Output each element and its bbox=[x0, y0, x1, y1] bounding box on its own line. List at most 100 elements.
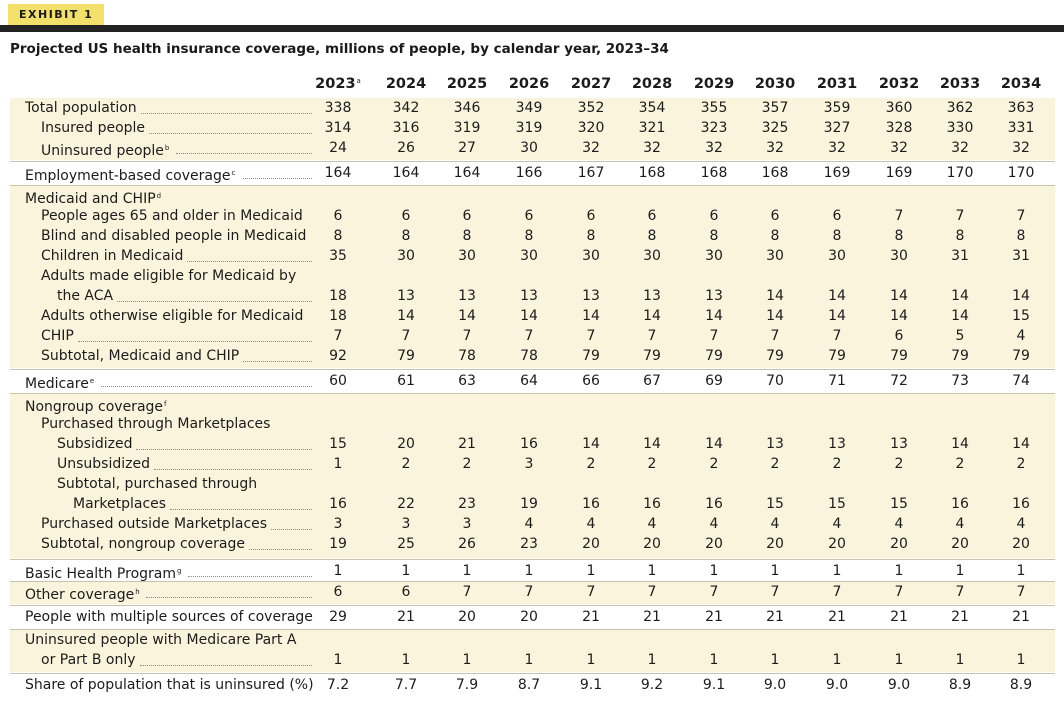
cell-2028: 7 bbox=[647, 328, 657, 344]
cell-2032: 9.0 bbox=[887, 677, 911, 693]
cell-2023: 6 bbox=[333, 584, 343, 600]
table-row: Unsubsidized 1 2 2 3 2 2 2 2 2 2 2 2 bbox=[0, 454, 1064, 474]
table-row: Subsidized 15 20 21 16 14 14 14 13 13 13 14 14 bbox=[0, 434, 1064, 454]
row-label: CHIP bbox=[41, 328, 74, 344]
row-label: People ages 65 and older in Medicaid bbox=[41, 208, 303, 224]
cell-2025: 3 bbox=[462, 516, 472, 532]
cell-2030: 2 bbox=[770, 456, 780, 472]
cell-2026: 30 bbox=[520, 140, 538, 156]
row-label: Subtotal, Medicaid and CHIP bbox=[41, 348, 240, 364]
year-header-2026: 2026 bbox=[499, 76, 559, 92]
table-row: People ages 65 and older in Medicaid 6 6 6 6… bbox=[0, 206, 1064, 226]
cell-2027: 14 bbox=[582, 308, 600, 324]
cell-2028: 2 bbox=[647, 456, 657, 472]
cell-2031: 71 bbox=[828, 373, 846, 389]
cell-2034: 16 bbox=[1012, 496, 1030, 512]
cell-2025: 7 bbox=[462, 584, 472, 600]
cell-2023: 7 bbox=[333, 328, 343, 344]
row-label: Purchased through Marketplaces bbox=[41, 416, 271, 432]
cell-2030: 357 bbox=[761, 100, 789, 116]
cell-2023: 15 bbox=[329, 436, 347, 452]
cell-2034: 170 bbox=[1007, 165, 1035, 181]
row-label: Total population bbox=[25, 100, 137, 116]
cell-2027: 30 bbox=[582, 248, 600, 264]
group-divider bbox=[10, 559, 1055, 560]
cell-2023: 29 bbox=[329, 609, 347, 625]
table-row: Insured people 314 316 319 319 320 321 323 325 32… bbox=[0, 118, 1064, 138]
cell-2033: 8.9 bbox=[948, 677, 972, 693]
cell-2027: 32 bbox=[582, 140, 600, 156]
leader-dots bbox=[271, 529, 312, 530]
cell-2027: 7 bbox=[586, 584, 596, 600]
cell-2029: 323 bbox=[700, 120, 728, 136]
cell-2028: 20 bbox=[643, 536, 661, 552]
year-header-2028: 2028 bbox=[622, 76, 682, 92]
cell-2028: 30 bbox=[643, 248, 661, 264]
row-label: Uninsured peopleb bbox=[41, 143, 170, 159]
cell-2033: 362 bbox=[946, 100, 974, 116]
cell-2024: 21 bbox=[397, 609, 415, 625]
cell-2030: 21 bbox=[766, 609, 784, 625]
cell-2032: 1 bbox=[894, 652, 904, 668]
year-header-2030: 2030 bbox=[745, 76, 805, 92]
cell-2029: 168 bbox=[700, 165, 728, 181]
table-caption: Projected US health insurance coverage, … bbox=[10, 41, 669, 57]
cell-2032: 6 bbox=[894, 328, 904, 344]
cell-2028: 9.2 bbox=[640, 677, 664, 693]
group-divider bbox=[10, 581, 1055, 582]
leader-dots bbox=[141, 113, 312, 114]
cell-2023: 164 bbox=[324, 165, 352, 181]
year-label: 2031 bbox=[816, 76, 858, 92]
cell-2029: 4 bbox=[709, 516, 719, 532]
year-label: 2034 bbox=[1000, 76, 1042, 92]
cell-2029: 14 bbox=[705, 308, 723, 324]
cell-2024: 30 bbox=[397, 248, 415, 264]
year-header-2031: 2031 bbox=[807, 76, 867, 92]
cell-2023: 18 bbox=[329, 288, 347, 304]
cell-2028: 21 bbox=[643, 609, 661, 625]
cell-2032: 14 bbox=[890, 288, 908, 304]
year-header-row: 2023a 2024 2025 2026 2027 2028 2029 2030 2031 203… bbox=[0, 76, 1064, 96]
cell-2025: 21 bbox=[458, 436, 476, 452]
cell-2027: 2 bbox=[586, 456, 596, 472]
leader-dots bbox=[249, 549, 312, 550]
row-label: Basic Health Programg bbox=[25, 566, 182, 582]
cell-2030: 20 bbox=[766, 536, 784, 552]
cell-2034: 20 bbox=[1012, 536, 1030, 552]
cell-2026: 8 bbox=[524, 228, 534, 244]
cell-2025: 27 bbox=[458, 140, 476, 156]
year-header-2033: 2033 bbox=[930, 76, 990, 92]
cell-2033: 16 bbox=[951, 496, 969, 512]
cell-2029: 20 bbox=[705, 536, 723, 552]
cell-2028: 16 bbox=[643, 496, 661, 512]
cell-2025: 14 bbox=[458, 308, 476, 324]
year-label: 2024 bbox=[385, 76, 427, 92]
group-divider bbox=[10, 369, 1055, 370]
cell-2026: 349 bbox=[515, 100, 543, 116]
cell-2030: 7 bbox=[770, 584, 780, 600]
cell-2030: 15 bbox=[766, 496, 784, 512]
row-group-band bbox=[10, 582, 1055, 604]
row-label: Uninsured people with Medicare Part A bbox=[25, 632, 297, 648]
cell-2024: 342 bbox=[392, 100, 420, 116]
year-header-2025: 2025 bbox=[437, 76, 497, 92]
year-header-2034: 2034 bbox=[991, 76, 1051, 92]
cell-2023: 3 bbox=[333, 516, 343, 532]
cell-2033: 7 bbox=[955, 584, 965, 600]
table-row: Uninsured peopleb 24 26 27 30 32 32 32 32 32 32 32 3… bbox=[0, 138, 1064, 159]
group-divider bbox=[10, 185, 1055, 186]
row-label: Purchased outside Marketplaces bbox=[41, 516, 268, 532]
cell-2033: 2 bbox=[955, 456, 965, 472]
table-row: Subtotal, purchased through bbox=[0, 474, 1064, 494]
cell-2025: 2 bbox=[462, 456, 472, 472]
cell-2027: 352 bbox=[577, 100, 605, 116]
cell-2023: 35 bbox=[329, 248, 347, 264]
cell-2026: 7 bbox=[524, 584, 534, 600]
year-header-2027: 2027 bbox=[561, 76, 621, 92]
row-label: Subtotal, nongroup coverage bbox=[41, 536, 245, 552]
cell-2023: 6 bbox=[333, 208, 343, 224]
cell-2026: 319 bbox=[515, 120, 543, 136]
cell-2032: 30 bbox=[890, 248, 908, 264]
cell-2029: 21 bbox=[705, 609, 723, 625]
footnote-marker: e bbox=[89, 377, 95, 385]
